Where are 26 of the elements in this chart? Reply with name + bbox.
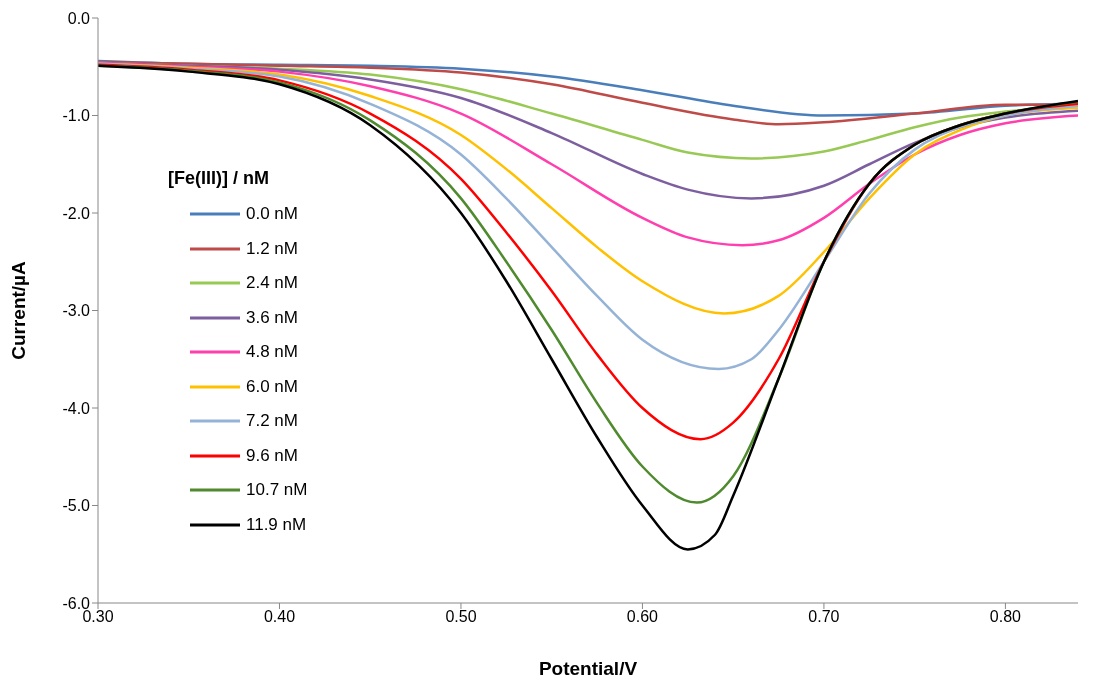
- y-tick-label: 0.0: [67, 9, 91, 27]
- legend-label: 11.9 nM: [246, 514, 307, 535]
- legend-label: 10.7 nM: [246, 480, 308, 501]
- x-tick-label: 0.70: [808, 608, 840, 626]
- legend-title: [Fe(III)] / nM: [168, 168, 270, 189]
- y-tick-label: -1.0: [62, 107, 91, 125]
- y-tick-label: -4.0: [62, 399, 91, 417]
- legend-label: 6.0 nM: [246, 376, 298, 397]
- x-tick-label: 0.80: [989, 608, 1022, 626]
- y-tick-label: -5.0: [62, 497, 91, 515]
- legend-label: 2.4 nM: [246, 273, 298, 294]
- legend-label: 1.2 nM: [246, 238, 298, 259]
- x-axis-title: Potential/V: [538, 658, 638, 679]
- x-tick-label: 0.30: [82, 608, 114, 626]
- y-axis-title: Current/µA: [7, 260, 29, 360]
- x-tick-label: 0.50: [445, 608, 477, 626]
- x-tick-label: 0.40: [263, 608, 296, 626]
- legend-label: 7.2 nM: [246, 411, 298, 432]
- legend-label: 3.6 nM: [246, 307, 298, 328]
- legend-label: 9.6 nM: [246, 445, 298, 466]
- y-tick-label: -3.0: [62, 302, 91, 320]
- y-tick-label: -2.0: [62, 204, 91, 222]
- legend-label: 0.0 nM: [246, 204, 298, 225]
- x-tick-label: 0.60: [626, 608, 659, 626]
- line-series: [98, 62, 1078, 371]
- legend-label: 4.8 nM: [246, 342, 298, 363]
